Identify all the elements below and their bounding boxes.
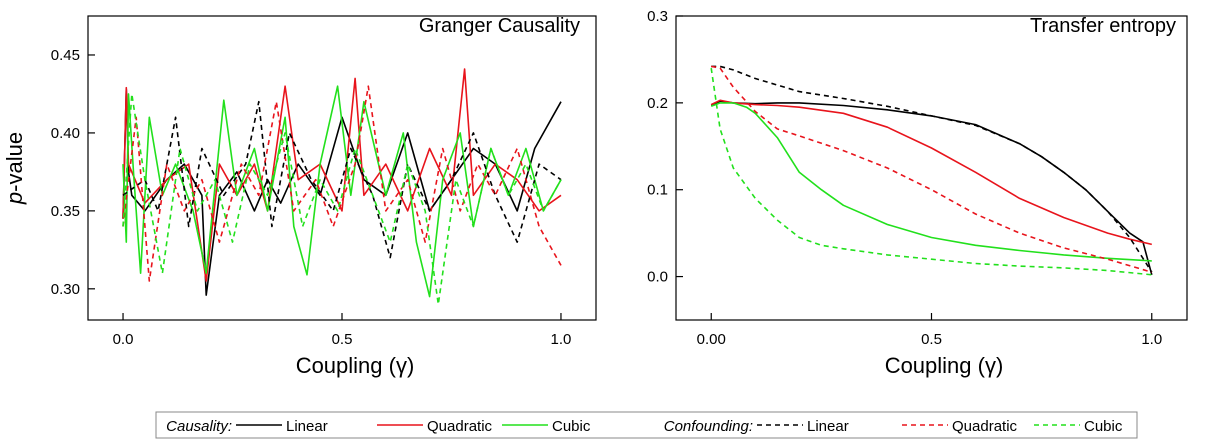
y-axis-label-rest: -value: [2, 132, 27, 192]
legend-label-cubic: Cubic: [1084, 418, 1123, 435]
panel-title: Transfer entropy: [1030, 15, 1176, 37]
series-line-quadratic-solid: [710, 99, 1152, 246]
legend-box: [155, 411, 1138, 439]
transfer-entropy-panel: 0.00 0.5 1.00.00.10.20.3 Transfer entropy …: [647, 8, 1188, 378]
axes-ticks: 0.0 0.5 1.0 0.30 0.35 0.40 0.45: [51, 47, 572, 348]
legend-label-quadratic: Quadratic: [427, 418, 493, 435]
panel-title: Granger Causality: [419, 15, 580, 37]
x-tick-label: 0.00: [697, 331, 726, 348]
series-line-cubic-solid: [710, 102, 1152, 262]
legend-causality-label: Causality:: [166, 418, 232, 435]
x-tick-label: 0.5: [921, 331, 942, 348]
legend-label-linear: Linear: [807, 418, 849, 435]
x-axis-label: Coupling (γ): [885, 353, 1004, 378]
y-tick-label: 0.0: [647, 269, 668, 286]
y-tick-label: 0.1: [647, 182, 668, 199]
x-tick-label: 0.0: [113, 331, 134, 348]
y-tick-label: 0.2: [647, 95, 668, 112]
x-tick-label: 1.0: [551, 331, 572, 348]
y-axis-label: p-value: [2, 132, 27, 205]
series-layer: [710, 65, 1153, 276]
legend-label-cubic: Cubic: [552, 418, 591, 435]
series-line-cubic-solid: [122, 85, 562, 298]
y-tick-label: 0.35: [51, 203, 80, 220]
plot-frame: [675, 15, 1188, 321]
legend: Causality: Confounding: Linear Quadratic C…: [155, 411, 1138, 439]
plot-frame: [87, 15, 597, 321]
y-tick-label: 0.3: [647, 8, 668, 25]
legend-label-linear: Linear: [286, 418, 328, 435]
series-line-quadratic-solid: [122, 68, 562, 282]
x-axis-label: Coupling (γ): [296, 353, 415, 378]
y-tick-label: 0.45: [51, 47, 80, 64]
series-line-cubic-dashed: [122, 93, 562, 306]
y-axis-label-italic: p: [2, 192, 27, 205]
granger-causality-panel: 0.0 0.5 1.0 0.30 0.35 0.40 0.45 Granger Causal…: [2, 15, 597, 378]
y-tick-label: 0.40: [51, 125, 80, 142]
series-line-quadratic-dashed: [122, 85, 562, 282]
series-line-linear-solid: [710, 100, 1153, 276]
series-line-quadratic-dashed: [711, 65, 1153, 273]
legend-entries: Linear Quadratic Cubic Linear Quadratic Cubic: [236, 418, 1123, 435]
series-line-cubic-dashed: [710, 67, 1152, 276]
axes-ticks: 0.00 0.5 1.0 0.0 0.1 0.2 0.3: [647, 8, 1162, 348]
series-layer: [122, 68, 562, 306]
y-tick-label: 0.30: [51, 281, 80, 298]
x-tick-label: 0.5: [332, 331, 353, 348]
series-line-linear-dashed: [711, 65, 1153, 273]
legend-label-quadratic: Quadratic: [952, 418, 1018, 435]
legend-confounding-label: Confounding:: [664, 418, 753, 435]
x-tick-label: 1.0: [1141, 331, 1162, 348]
